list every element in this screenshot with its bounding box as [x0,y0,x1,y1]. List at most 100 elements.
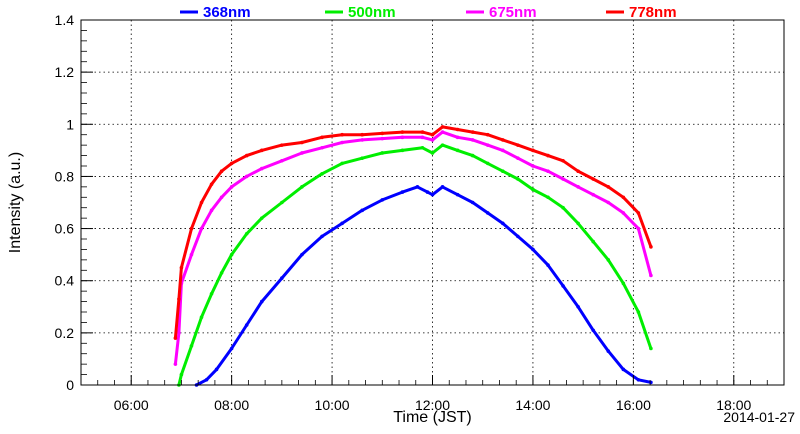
data-point [649,346,653,351]
axes: 06:00 08:00 10:00 12:00 14:00 16:00 18:00 0 0.2 0… [55,12,785,413]
data-point [204,377,209,382]
data-point [360,132,365,137]
data-point [189,252,194,257]
data-point [173,362,178,366]
y-tick-label: 0.4 [55,273,75,289]
data-point [501,138,505,142]
data-point [340,140,344,145]
data-point [420,135,425,140]
data-point [219,195,224,200]
data-point [470,153,475,158]
data-point [340,221,344,226]
data-point [516,143,520,147]
data-point [546,263,550,267]
data-point [455,127,460,132]
data-point [259,166,264,171]
data-point [485,132,490,137]
data-point [576,185,580,189]
data-point [455,192,460,197]
data-point [531,148,535,153]
data-point [501,148,505,153]
data-point [400,148,405,153]
data-point [280,143,284,147]
x-tick-label: 14:00 [515,397,550,413]
data-point [531,247,535,252]
data-point [259,148,264,153]
series-layer [173,125,653,387]
data-point [516,234,520,239]
data-point [649,245,653,249]
data-point [440,125,445,129]
data-point [561,284,565,288]
data-point [300,151,304,155]
data-point [280,158,284,163]
data-point [280,276,284,280]
data-point [360,208,365,213]
data-point [380,198,385,202]
data-point [430,132,435,137]
data-point [229,346,234,351]
data-point [561,177,565,181]
data-point [189,344,194,348]
legend-label: 778nm [629,4,677,21]
data-point [400,130,405,134]
data-point [380,136,385,141]
data-point [400,190,405,194]
data-point [173,336,178,340]
data-point [425,190,430,194]
data-point [576,221,580,226]
data-point [636,377,641,382]
data-point [340,161,344,166]
data-point [606,258,611,262]
data-point [415,185,420,189]
series-778nm [173,125,653,340]
data-point [485,211,490,215]
data-point [380,131,385,136]
data-point [606,349,611,353]
data-point [280,200,284,205]
data-point [606,185,611,189]
data-point [531,164,535,168]
data-point [430,151,435,155]
data-point [320,172,324,176]
data-point [621,281,626,286]
data-point [214,367,219,372]
data-point [455,148,460,153]
data-point [516,177,520,181]
data-point [621,195,626,200]
data-point [561,158,565,163]
data-point [440,185,445,189]
data-point [440,130,445,134]
data-point [591,192,595,197]
data-point [470,200,475,205]
data-point [649,273,653,278]
data-point [199,226,204,231]
data-point [485,143,490,147]
data-point [179,265,184,270]
data-point [189,226,194,231]
data-point [430,192,435,197]
data-point [179,372,184,377]
data-point [591,328,595,333]
series-675nm [173,130,653,366]
series-line [173,130,653,366]
data-point [440,143,445,147]
data-point [606,200,611,205]
data-point [455,135,460,140]
data-point [576,304,580,309]
y-tick-label: 1.4 [55,12,75,28]
data-point [199,315,204,320]
data-point [177,331,181,335]
data-point [209,291,214,296]
data-point [360,156,365,160]
data-point [621,211,626,215]
y-tick-label: 0.6 [55,221,75,237]
grid [81,19,784,386]
legend-label: 500nm [348,4,396,21]
data-point [516,156,520,160]
data-point [636,211,641,215]
data-point [420,130,425,134]
data-point [576,169,580,174]
y-tick-label: 0.2 [55,325,75,341]
